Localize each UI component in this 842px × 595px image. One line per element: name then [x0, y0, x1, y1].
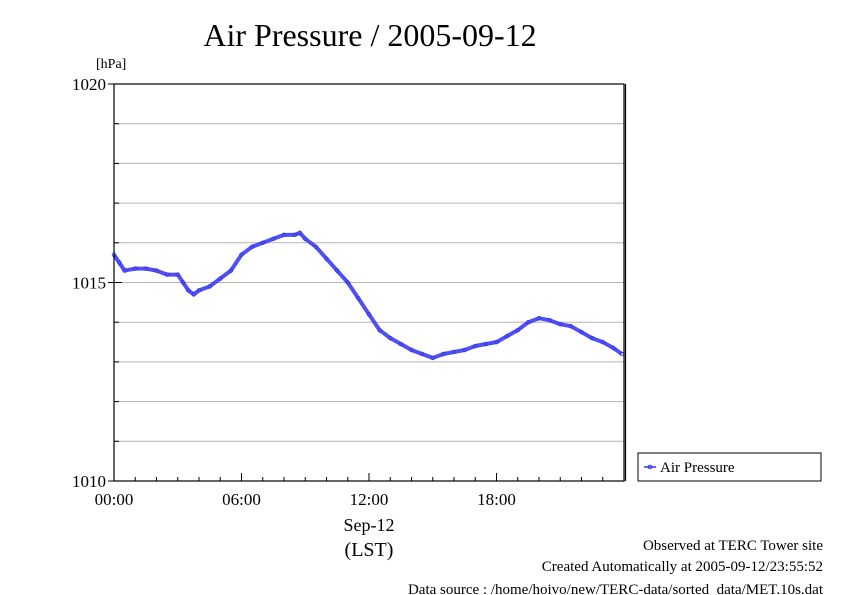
- data-point: [154, 268, 159, 273]
- data-point: [366, 312, 372, 317]
- y-tick-label: 1015: [72, 274, 106, 293]
- data-point: [281, 232, 287, 238]
- data-point: [191, 292, 196, 297]
- data-point: [207, 284, 212, 289]
- x-tick-label: 06:00: [222, 490, 261, 509]
- data-point: [143, 266, 149, 271]
- data-point: [324, 256, 329, 261]
- data-source-note: Data source : /home/hoivo/new/TERC-data/…: [408, 582, 824, 595]
- data-point: [579, 329, 584, 335]
- data-point: [398, 341, 404, 347]
- x-axis: 00:00 06:00 12:00 18:00: [95, 473, 625, 509]
- grid-lines: [114, 123, 624, 442]
- data-point: [451, 349, 457, 355]
- data-point: [526, 320, 531, 325]
- data-point: [462, 347, 467, 353]
- y-unit-label: [hPa]: [96, 57, 126, 72]
- data-point: [409, 347, 414, 353]
- data-point: [239, 252, 244, 257]
- x-tick-label: 12:00: [350, 490, 389, 509]
- x-zone-label: (LST): [345, 539, 394, 561]
- data-point: [536, 316, 542, 321]
- data-point: [430, 355, 435, 361]
- data-point: [313, 244, 319, 249]
- data-point: [260, 240, 265, 245]
- legend-label-air-pressure: Air Pressure: [660, 460, 735, 476]
- data-point: [356, 296, 361, 301]
- chart-title: Air Pressure / 2005-09-12: [203, 17, 536, 53]
- y-tick-label: 1020: [72, 75, 106, 94]
- legend-marker-swatch: [647, 464, 653, 470]
- data-point: [303, 236, 308, 242]
- data-point: [228, 268, 234, 273]
- data-point: [611, 345, 616, 351]
- data-point: [504, 333, 510, 339]
- y-axis: 1010 1015 1020: [72, 75, 122, 491]
- data-point: [249, 244, 255, 249]
- data-point: [175, 272, 180, 277]
- data-point: [292, 232, 297, 238]
- data-point: [133, 266, 138, 271]
- data-point: [600, 339, 605, 345]
- series-line: [112, 230, 624, 360]
- legend-box: [637, 452, 822, 482]
- data-point: [483, 341, 489, 347]
- data-point: [473, 343, 478, 349]
- x-tick-label: 00:00: [95, 490, 134, 509]
- data-point: [186, 288, 191, 293]
- x-tick-label: 18:00: [477, 490, 516, 509]
- data-point: [558, 321, 563, 327]
- data-point: [164, 272, 170, 277]
- data-point: [297, 230, 303, 236]
- data-point: [419, 351, 425, 357]
- data-point: [345, 280, 350, 285]
- data-point: [568, 323, 574, 329]
- data-point: [122, 268, 127, 273]
- data-point: [180, 280, 186, 285]
- data-point: [515, 327, 520, 333]
- created-note: Created Automatically at 2005-09-12/23:5…: [542, 559, 823, 575]
- data-point: [196, 288, 202, 293]
- data-point: [334, 268, 340, 273]
- data-point: [377, 327, 382, 333]
- data-point: [494, 339, 499, 345]
- data-point: [117, 260, 122, 265]
- x-date-label: Sep-12: [344, 515, 395, 535]
- data-point: [589, 335, 595, 341]
- y-tick-label: 1010: [72, 472, 106, 491]
- data-point: [441, 351, 446, 357]
- observed-note: Observed at TERC Tower site: [643, 538, 823, 554]
- data-point: [218, 276, 223, 281]
- data-point: [547, 318, 552, 323]
- data-point: [388, 335, 393, 341]
- series-air-pressure: [111, 230, 625, 361]
- data-point: [271, 236, 276, 242]
- legend: Air Pressure: [637, 452, 822, 482]
